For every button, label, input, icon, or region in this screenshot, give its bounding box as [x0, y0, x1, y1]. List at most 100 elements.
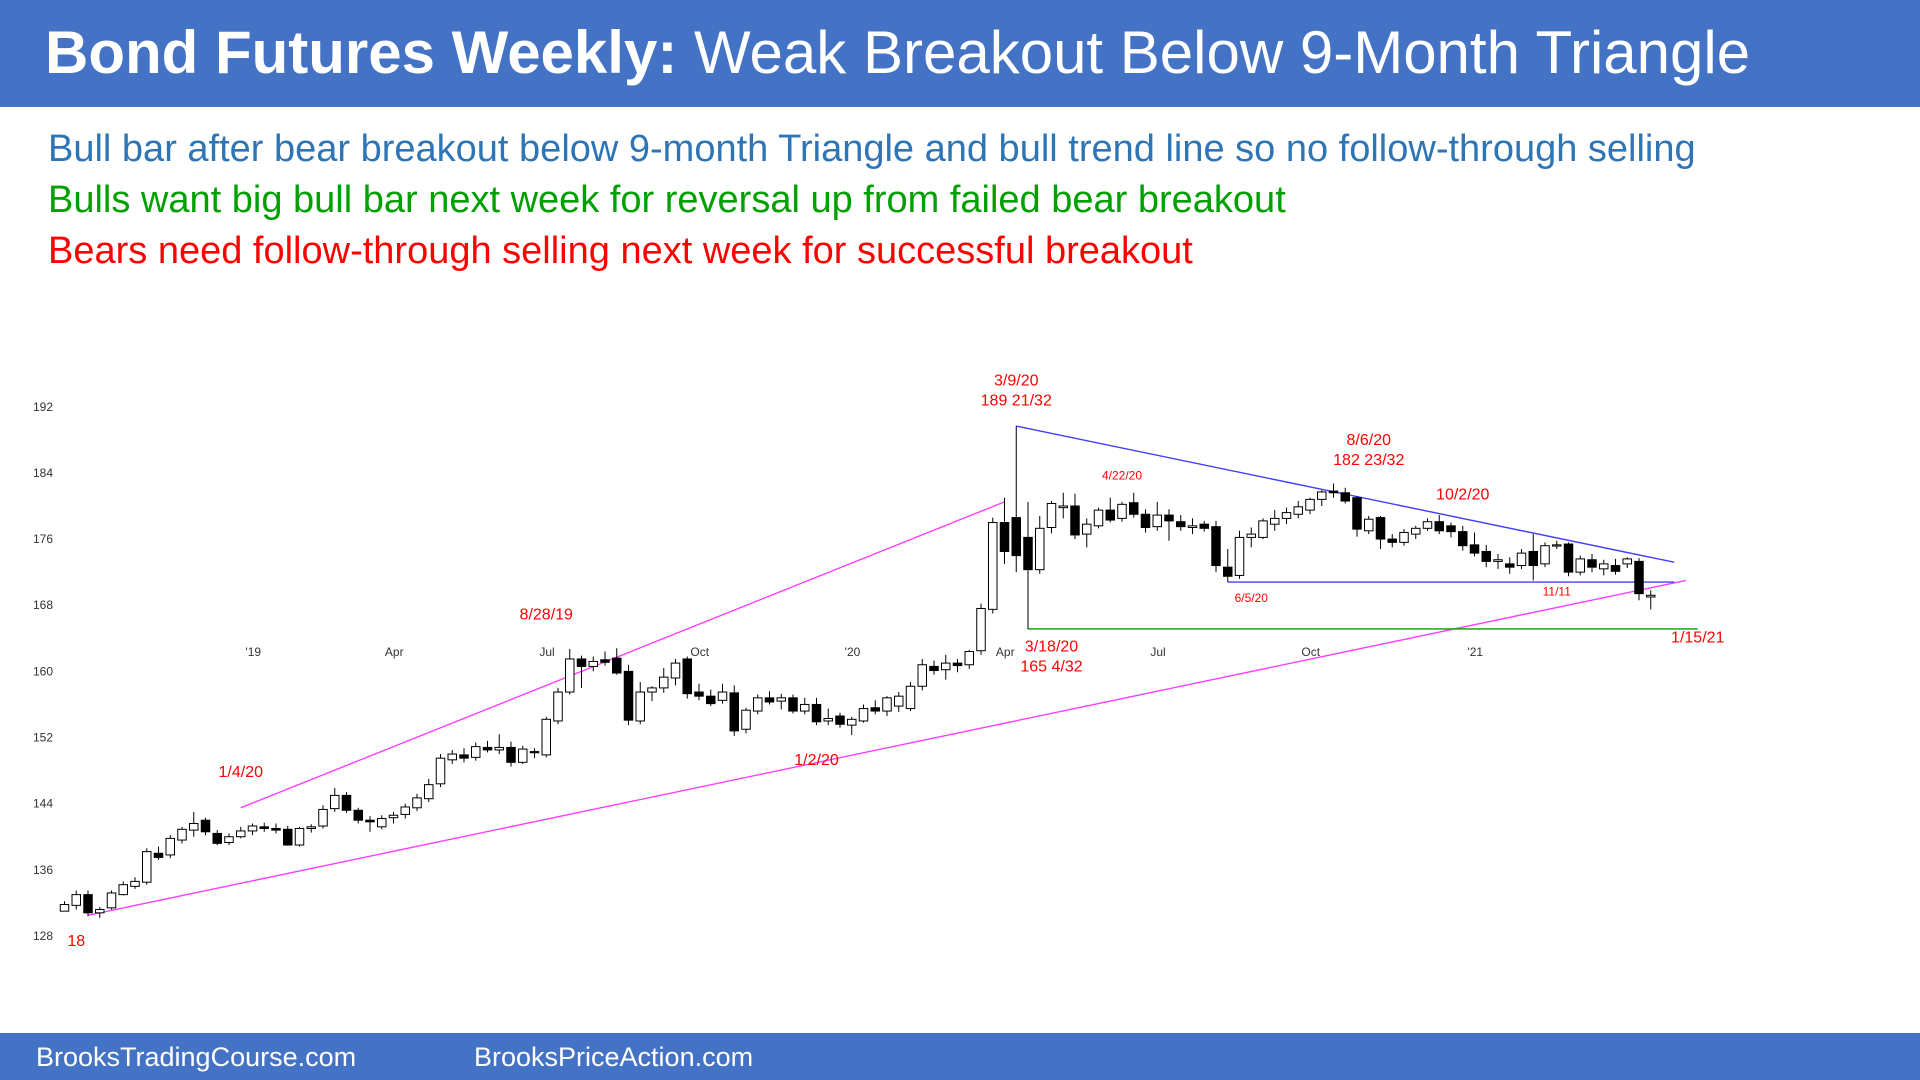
- candle-bear: [1129, 502, 1139, 515]
- candle-bull: [130, 880, 140, 887]
- candle-bear: [929, 665, 939, 672]
- candle-bull: [1187, 525, 1198, 528]
- x-tick-label: Apr: [996, 645, 1015, 659]
- candle-bear: [1223, 566, 1233, 577]
- y-tick-label: 176: [33, 532, 53, 546]
- candle-bear: [1505, 563, 1515, 568]
- candle-bull: [753, 697, 763, 712]
- candle-bull: [847, 718, 857, 726]
- y-tick-label: 160: [33, 664, 53, 678]
- candle-bull: [1422, 521, 1433, 529]
- candle-bear: [764, 697, 775, 703]
- candle-bull: [1281, 512, 1292, 519]
- candle-bull: [635, 691, 645, 722]
- y-tick-label: 184: [33, 466, 53, 480]
- candle-bull: [1364, 518, 1374, 532]
- candle-bull: [988, 522, 998, 610]
- candle-bull: [71, 894, 81, 906]
- candle-bear: [341, 794, 352, 811]
- candle-bear: [1328, 490, 1339, 494]
- candle-bull: [1035, 527, 1045, 571]
- candle-bull: [776, 697, 786, 702]
- candle-bull: [494, 746, 504, 751]
- candle-bull: [1117, 503, 1127, 519]
- candle-bull: [1493, 559, 1503, 562]
- candle-bear: [1458, 531, 1468, 547]
- label-6-5-20: 6/5/20: [1235, 591, 1269, 605]
- label-3-18-20: 165 4/32: [1020, 659, 1082, 676]
- candle-bull: [905, 685, 916, 710]
- title-bold: Bond Futures Weekly:: [45, 19, 678, 86]
- label-11-11: 11/11: [1543, 584, 1572, 598]
- candle-bull: [330, 794, 340, 810]
- candle-bull: [1246, 533, 1256, 538]
- label-8-6-20: 182 23/32: [1333, 452, 1404, 469]
- candle-bull: [1258, 520, 1268, 538]
- candle-bull: [1540, 545, 1550, 565]
- commentary-line-1: Bull bar after bear breakout below 9-mon…: [48, 128, 1696, 170]
- candle-bear: [1446, 525, 1456, 533]
- y-tick-label: 192: [33, 400, 53, 414]
- commentary: Bull bar after bear breakout below 9-mon…: [48, 124, 1696, 277]
- candle-bear: [576, 658, 587, 667]
- candle-bear: [1469, 544, 1480, 554]
- y-tick-label: 136: [33, 863, 53, 877]
- candle-bull: [236, 830, 246, 838]
- footer-bar: [0, 1033, 1920, 1080]
- candle-bear: [283, 828, 293, 846]
- candle-bull: [1599, 563, 1609, 570]
- candle-bull: [447, 753, 457, 761]
- candle-bear: [835, 715, 845, 725]
- candle-bear: [365, 819, 375, 823]
- label-3-9-20: 189 21/32: [981, 392, 1052, 409]
- x-tick-label: '19: [245, 645, 261, 659]
- bull-trend-line: [87, 579, 1687, 916]
- candle-bull: [59, 904, 70, 912]
- candle-bull: [377, 818, 387, 828]
- candle-bull: [142, 851, 152, 883]
- candle-bull: [800, 703, 810, 712]
- candle-bull: [964, 651, 974, 666]
- candle-bear: [482, 746, 493, 751]
- candle-bear: [1481, 550, 1491, 562]
- candle-bull: [1234, 536, 1245, 576]
- label-4-22-20: 4/22/20: [1102, 469, 1142, 483]
- candle-bull: [541, 718, 551, 756]
- candle-bull: [553, 691, 563, 722]
- candle-bear: [259, 826, 269, 829]
- candle-bull: [1622, 558, 1632, 565]
- candle-bull: [165, 837, 175, 856]
- candle-bull: [388, 814, 399, 819]
- candle-bear: [212, 832, 222, 844]
- candle-bull: [1317, 491, 1327, 500]
- label-3-18-20: 3/18/20: [1025, 639, 1078, 656]
- candle-bull: [318, 808, 328, 827]
- title-bar: [0, 0, 1920, 107]
- candle-bull: [424, 784, 434, 800]
- candle-bull: [941, 662, 951, 671]
- candle-bull: [1058, 505, 1068, 509]
- candle-bear: [529, 751, 540, 754]
- candle-bear: [1375, 517, 1386, 540]
- footer-link-trading-course[interactable]: BrooksTradingCourse.com: [36, 1042, 357, 1072]
- candle-bear: [1434, 521, 1444, 532]
- candle-bull: [435, 757, 446, 785]
- label-18: 18: [67, 933, 85, 950]
- candle-bull: [1575, 558, 1585, 573]
- candle-bear: [729, 692, 739, 732]
- candle-bull: [882, 697, 892, 712]
- candle-bear: [1587, 559, 1597, 568]
- footer-link-price-action[interactable]: BrooksPriceAction.com: [474, 1042, 754, 1072]
- candle-bear: [870, 707, 880, 712]
- bull-channel-line: [240, 501, 1005, 809]
- x-tick-label: Apr: [385, 645, 404, 659]
- x-tick-label: Jul: [1150, 645, 1165, 659]
- candle-bull: [1399, 531, 1409, 543]
- candle-bear: [1140, 513, 1151, 528]
- y-tick-label: 128: [33, 929, 53, 943]
- candle-bear: [271, 827, 281, 831]
- label-8-28-19: 8/28/19: [520, 606, 573, 623]
- candle-bear: [1528, 550, 1538, 567]
- candle-bear: [1023, 536, 1033, 571]
- label-1-2-20: 1/2/20: [794, 752, 839, 769]
